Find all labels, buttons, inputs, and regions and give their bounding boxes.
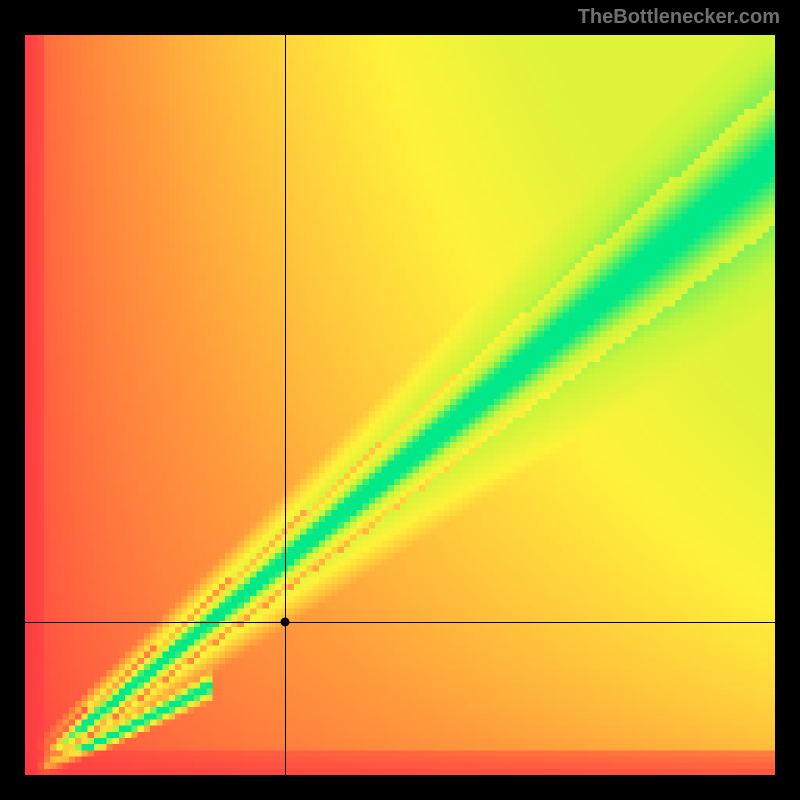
watermark-text: TheBottlenecker.com: [578, 6, 780, 29]
heatmap-canvas: [25, 35, 775, 775]
crosshair-horizontal: [25, 622, 775, 623]
chart-plot-area: [25, 35, 775, 775]
crosshair-vertical: [285, 35, 286, 775]
marker-dot: [281, 617, 290, 626]
